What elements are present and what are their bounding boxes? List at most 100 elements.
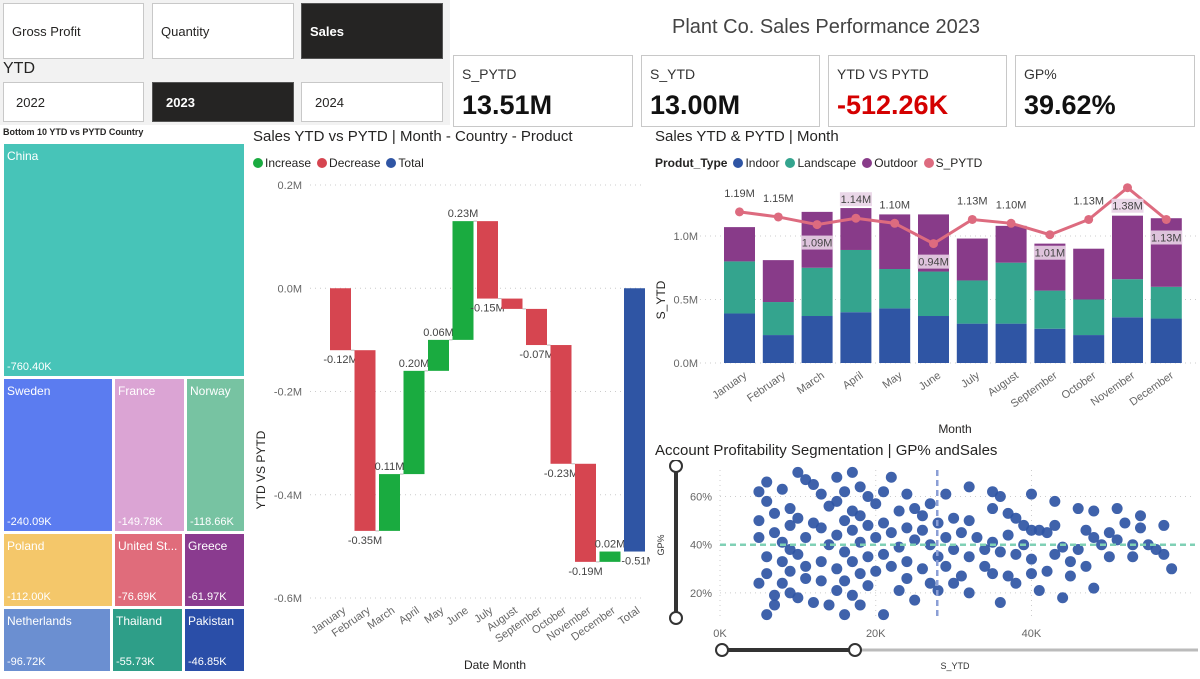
- treemap-tile-thailand[interactable]: Thailand -55.73K: [112, 608, 183, 672]
- waterfall-legend: Increase Decrease Total: [253, 156, 424, 170]
- tile-name: France: [118, 384, 156, 398]
- tile-name: Greece: [188, 539, 228, 553]
- data-label: 1.19M: [724, 188, 755, 200]
- legend-dot-icon: [785, 158, 796, 168]
- bar-segment-landscape-february: [762, 302, 794, 336]
- year-button-2023[interactable]: 2023: [152, 82, 294, 122]
- scatter-point: [753, 515, 765, 527]
- scatter-point: [1158, 548, 1170, 560]
- year-button-2024[interactable]: 2024: [301, 82, 443, 122]
- scatter-point: [878, 609, 890, 621]
- treemap-tile-france[interactable]: France -149.78K: [114, 378, 185, 532]
- scatter-point: [823, 599, 835, 611]
- kpi-value: 13.51M: [462, 90, 553, 120]
- scatter-point: [839, 575, 851, 587]
- scatter-point: [761, 495, 773, 507]
- scatter-point: [846, 466, 858, 478]
- treemap-tile-greece[interactable]: Greece -61.97K: [184, 533, 245, 607]
- scatter-point: [792, 466, 804, 478]
- legend-item-outdoor[interactable]: Outdoor: [862, 156, 918, 170]
- scatter-point: [761, 609, 773, 621]
- scatter-point: [769, 589, 781, 601]
- legend-item-indoor[interactable]: Indoor: [733, 156, 779, 170]
- treemap-tile-netherlands[interactable]: Netherlands -96.72K: [3, 608, 111, 672]
- scatter-point: [1010, 512, 1022, 524]
- scatter-point: [979, 544, 991, 556]
- scatter-point: [1025, 488, 1037, 500]
- legend-item-total[interactable]: Total: [386, 156, 424, 170]
- s-pytd-point: [929, 239, 938, 249]
- s-pytd-line: [739, 185, 1168, 246]
- legend-item-increase[interactable]: Increase: [253, 156, 311, 170]
- scatter-point: [1127, 551, 1139, 563]
- tile-value: -760.40K: [7, 361, 52, 373]
- scatter-point: [792, 592, 804, 604]
- ytd-label: YTD: [3, 60, 35, 77]
- tile-value: -61.97K: [188, 591, 227, 603]
- scatter-point: [1111, 534, 1123, 546]
- scatter-point: [916, 563, 928, 575]
- bar-segment-outdoor-july: [956, 238, 988, 281]
- year-button-2022[interactable]: 2022: [3, 82, 144, 122]
- bar-segment-indoor-march: [801, 316, 833, 363]
- scatter-point: [784, 565, 796, 577]
- s-pytd-point: [773, 212, 783, 222]
- treemap-tile-poland[interactable]: Poland -112.00K: [3, 533, 113, 607]
- data-label: -0.15M: [470, 303, 504, 315]
- bar-segment-indoor-october: [1073, 335, 1105, 363]
- bar-segment-landscape-may: [879, 269, 911, 309]
- scatter-point: [940, 560, 952, 572]
- x-tick-label: July: [959, 369, 982, 390]
- data-label: -0.12M: [323, 354, 357, 366]
- scatter-point: [924, 577, 936, 589]
- bar-segment-landscape-january: [724, 261, 755, 314]
- scatter-point: [854, 536, 866, 548]
- scatter-point: [1025, 524, 1037, 536]
- treemap-tile-pakistan[interactable]: Pakistan -46.85K: [184, 608, 245, 672]
- sales-slider-handle-left[interactable]: [715, 643, 729, 657]
- treemap-tile-sweden[interactable]: Sweden -240.09K: [3, 378, 113, 532]
- legend-item-s-pytd[interactable]: S_PYTD: [923, 156, 982, 170]
- bar-segment-landscape-march: [801, 267, 833, 317]
- x-axis-title: S_YTD: [940, 661, 970, 671]
- scatter-point: [878, 517, 890, 529]
- measure-button-sales[interactable]: Sales: [301, 3, 443, 59]
- gp-slider-handle-bottom[interactable]: [669, 611, 683, 625]
- treemap-tile-china[interactable]: China -760.40K: [3, 143, 245, 377]
- legend-dot-icon: [386, 158, 397, 168]
- scatter-point: [1134, 522, 1146, 534]
- bar-segment-outdoor-december: [1150, 218, 1182, 287]
- legend-item-landscape[interactable]: Landscape: [785, 156, 856, 170]
- legend-item-decrease[interactable]: Decrease: [317, 156, 380, 170]
- scatter-point: [1049, 495, 1061, 507]
- scatter-point: [1025, 553, 1037, 565]
- scatter-point: [1072, 503, 1084, 515]
- treemap-tile-united-st-[interactable]: United St... -76.69K: [114, 533, 183, 607]
- tile-value: -118.66K: [190, 516, 234, 528]
- scatter-point: [831, 495, 843, 507]
- scatter-point: [815, 575, 827, 587]
- x-tick-label: 40K: [1022, 628, 1042, 640]
- data-label: 1.13M: [1151, 232, 1182, 244]
- scatter-point: [909, 594, 921, 606]
- scatter-point: [893, 541, 905, 553]
- measure-button-gross-profit[interactable]: Gross Profit: [3, 3, 144, 59]
- scatter-point: [885, 471, 897, 483]
- scatter-point: [1088, 582, 1100, 594]
- bar-segment-indoor-june: [918, 316, 949, 363]
- x-tick-label: March: [795, 370, 827, 397]
- scatter-point: [893, 584, 905, 596]
- data-label: 1.10M: [879, 199, 910, 211]
- sales-slider-handle-right[interactable]: [848, 643, 862, 657]
- data-label: -0.19M: [568, 566, 602, 578]
- bar-segment-landscape-june: [918, 271, 949, 317]
- waterfall-bar-november: [575, 463, 596, 562]
- treemap-tile-norway[interactable]: Norway -118.66K: [186, 378, 245, 532]
- waterfall-bar-january: [330, 288, 351, 351]
- bar-segment-indoor-may: [879, 308, 911, 363]
- measure-button-quantity[interactable]: Quantity: [152, 3, 294, 59]
- gp-slider-handle-top[interactable]: [669, 460, 683, 473]
- scatter-title: Account Profitability Segmentation | GP%…: [655, 442, 998, 459]
- data-label: 1.13M: [957, 195, 988, 207]
- x-tick-label: May: [881, 369, 905, 391]
